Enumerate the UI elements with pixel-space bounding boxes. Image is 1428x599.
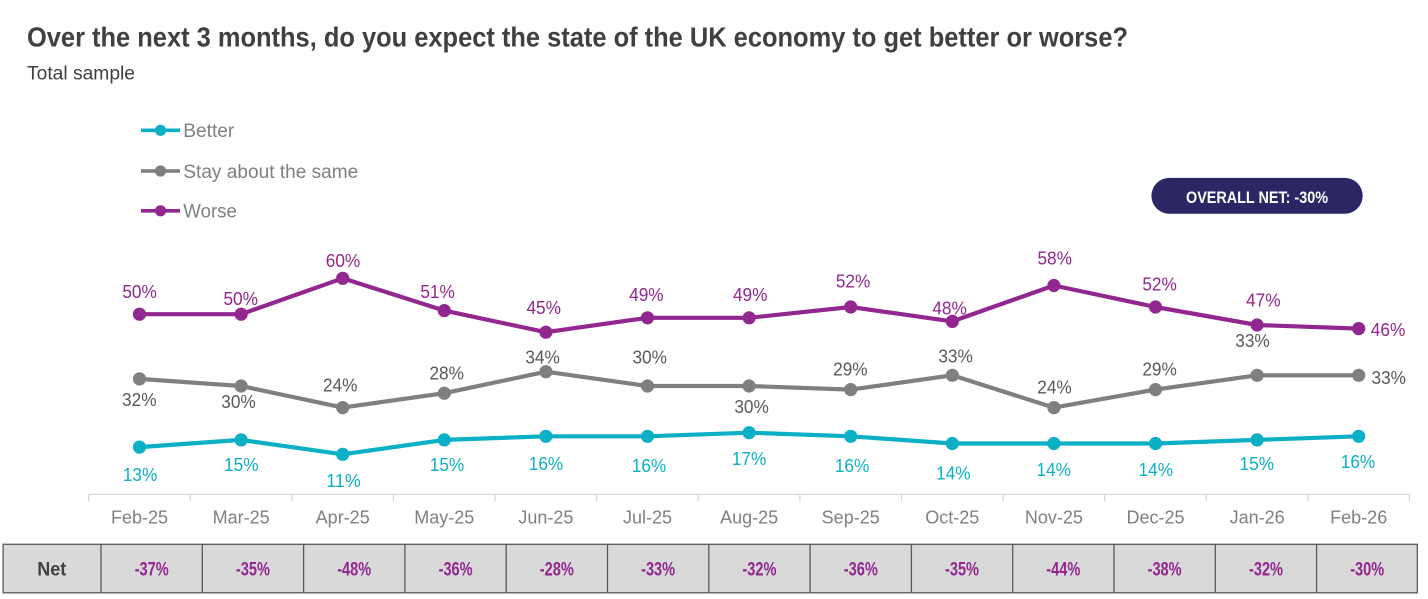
svg-text:14%: 14% <box>936 464 971 484</box>
svg-text:48%: 48% <box>932 299 967 319</box>
svg-text:33%: 33% <box>1235 331 1270 351</box>
svg-text:-33%: -33% <box>641 560 675 581</box>
svg-text:51%: 51% <box>420 282 455 302</box>
svg-text:Sep-25: Sep-25 <box>822 507 880 527</box>
svg-text:Net: Net <box>37 560 67 581</box>
svg-text:16%: 16% <box>632 456 667 476</box>
svg-text:60%: 60% <box>326 251 361 271</box>
svg-text:Oct-25: Oct-25 <box>925 507 979 527</box>
svg-text:Better: Better <box>183 121 235 142</box>
svg-text:Aug-25: Aug-25 <box>720 507 778 527</box>
svg-text:30%: 30% <box>221 392 256 412</box>
svg-text:Worse: Worse <box>183 202 237 223</box>
svg-text:46%: 46% <box>1371 320 1406 340</box>
svg-text:Apr-25: Apr-25 <box>316 507 370 527</box>
svg-text:Total sample: Total sample <box>27 64 135 85</box>
svg-text:15%: 15% <box>430 455 465 475</box>
svg-text:15%: 15% <box>224 455 259 475</box>
svg-text:-48%: -48% <box>337 560 371 581</box>
svg-text:49%: 49% <box>733 285 768 305</box>
svg-text:-38%: -38% <box>1148 560 1182 581</box>
svg-text:30%: 30% <box>632 348 667 368</box>
svg-text:Nov-25: Nov-25 <box>1025 507 1083 527</box>
svg-text:30%: 30% <box>734 397 769 417</box>
svg-text:Feb-26: Feb-26 <box>1330 507 1387 527</box>
svg-text:49%: 49% <box>629 285 664 305</box>
svg-text:58%: 58% <box>1037 249 1072 269</box>
svg-text:16%: 16% <box>529 454 564 474</box>
svg-text:-30%: -30% <box>1350 560 1384 581</box>
svg-text:-36%: -36% <box>439 560 473 581</box>
svg-text:Stay about the same: Stay about the same <box>183 162 358 183</box>
svg-text:Jan-26: Jan-26 <box>1230 507 1285 527</box>
svg-text:17%: 17% <box>732 449 767 469</box>
svg-text:34%: 34% <box>525 348 560 368</box>
svg-text:OVERALL NET: -30%: OVERALL NET: -30% <box>1186 188 1328 207</box>
svg-text:29%: 29% <box>833 359 868 379</box>
svg-text:15%: 15% <box>1240 454 1275 474</box>
svg-text:-28%: -28% <box>540 560 574 581</box>
svg-text:-32%: -32% <box>1249 560 1283 581</box>
svg-text:14%: 14% <box>1139 460 1174 480</box>
svg-text:Dec-25: Dec-25 <box>1126 507 1184 527</box>
svg-text:29%: 29% <box>1142 359 1177 379</box>
svg-text:-32%: -32% <box>742 560 776 581</box>
svg-text:28%: 28% <box>429 364 464 384</box>
svg-text:45%: 45% <box>526 298 561 318</box>
svg-text:-35%: -35% <box>945 560 979 581</box>
svg-text:47%: 47% <box>1246 291 1281 311</box>
svg-text:50%: 50% <box>122 282 157 302</box>
svg-text:24%: 24% <box>1037 377 1072 397</box>
svg-text:52%: 52% <box>1142 274 1177 294</box>
svg-text:Over the next 3 months, do you: Over the next 3 months, do you expect th… <box>27 21 1128 52</box>
svg-text:16%: 16% <box>835 456 870 476</box>
svg-text:11%: 11% <box>326 471 361 491</box>
svg-text:16%: 16% <box>1341 452 1376 472</box>
svg-text:-35%: -35% <box>236 560 270 581</box>
svg-text:33%: 33% <box>938 347 973 367</box>
svg-text:52%: 52% <box>836 272 871 292</box>
svg-text:24%: 24% <box>323 375 358 395</box>
svg-text:14%: 14% <box>1036 460 1071 480</box>
svg-text:Jul-25: Jul-25 <box>623 507 672 527</box>
svg-text:May-25: May-25 <box>414 507 474 527</box>
svg-text:Jun-25: Jun-25 <box>518 507 573 527</box>
svg-text:-44%: -44% <box>1046 560 1080 581</box>
svg-text:50%: 50% <box>223 289 258 309</box>
svg-text:Mar-25: Mar-25 <box>213 507 270 527</box>
svg-text:32%: 32% <box>122 390 157 410</box>
svg-text:-37%: -37% <box>135 560 169 581</box>
svg-text:-36%: -36% <box>844 560 878 581</box>
svg-text:Feb-25: Feb-25 <box>111 507 168 527</box>
svg-text:33%: 33% <box>1372 368 1407 388</box>
svg-text:13%: 13% <box>123 465 158 485</box>
